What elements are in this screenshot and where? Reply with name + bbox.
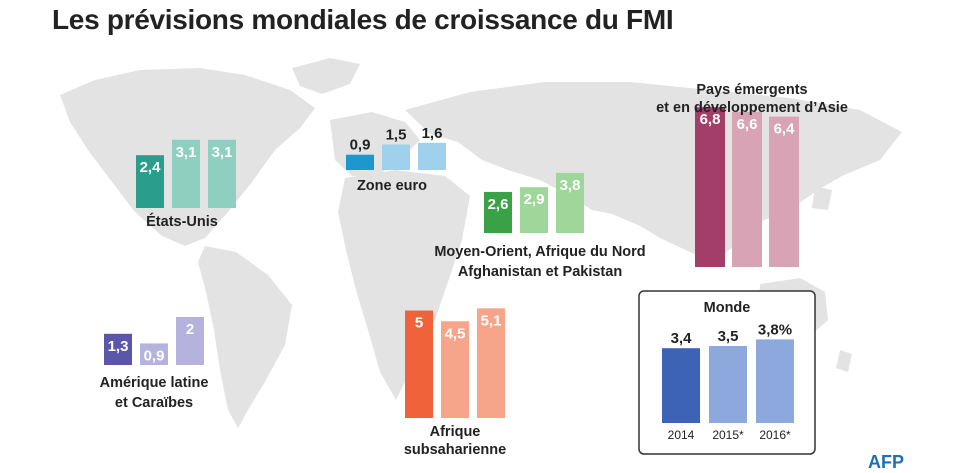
value-label-amerique-latine-1: 1,3 bbox=[108, 338, 129, 355]
bar-zone-euro-2 bbox=[382, 144, 410, 170]
bar-amerique-latine-2 bbox=[140, 343, 168, 365]
bar-zone-euro-3 bbox=[418, 142, 446, 170]
bar-etats-unis-1 bbox=[136, 155, 164, 208]
group-label-etats-unis: États-Unis bbox=[146, 213, 218, 230]
value-label-moyen-orient-3: 3,8 bbox=[560, 177, 581, 194]
value-label-afrique-1: 5 bbox=[415, 315, 423, 332]
value-label-amerique-latine-3: 2 bbox=[186, 321, 194, 338]
bar-asie-2 bbox=[732, 111, 762, 268]
value-label-etats-unis-3: 3,1 bbox=[212, 144, 233, 161]
group-label-afrique-2: subsaharienne bbox=[404, 442, 506, 458]
chart-title: Les prévisions mondiales de croissance d… bbox=[52, 4, 674, 35]
bar-group-zone-euro: 0,9 1,5 1,6 Zone euro bbox=[346, 125, 446, 194]
group-label-monde: Monde bbox=[704, 300, 751, 316]
landmass-2 bbox=[292, 58, 360, 94]
bar-etats-unis-2 bbox=[172, 139, 200, 208]
group-label-asie-1: Pays émergents bbox=[696, 82, 807, 98]
bar-moyen-orient-3 bbox=[556, 172, 584, 233]
bar-monde-3 bbox=[756, 339, 794, 423]
group-label-asie-2: et en développement d’Asie bbox=[656, 100, 848, 116]
bar-asie-3 bbox=[769, 116, 799, 267]
value-label-amerique-latine-2: 0,9 bbox=[144, 347, 165, 364]
bar-moyen-orient-2 bbox=[520, 187, 548, 233]
value-label-asie-3: 6,4 bbox=[774, 121, 796, 138]
tick-label-3: 2016* bbox=[759, 428, 791, 442]
value-label-afrique-3: 5,1 bbox=[481, 312, 502, 329]
group-label-amerique-latine-2: et Caraïbes bbox=[115, 395, 193, 411]
group-label-zone-euro: Zone euro bbox=[357, 178, 427, 194]
afp-logo: AFP bbox=[868, 452, 904, 472]
value-label-zone-euro-1: 0,9 bbox=[350, 137, 371, 154]
bar-monde-1 bbox=[662, 348, 700, 423]
bar-moyen-orient-1 bbox=[484, 191, 512, 233]
bar-group-moyen-orient: 2,6 2,9 3,8 Moyen-Orient, Afrique du Nord Af… bbox=[434, 172, 646, 280]
group-label-moyen-orient-1: Moyen-Orient, Afrique du Nord bbox=[434, 244, 645, 260]
value-label-afrique-2: 4,5 bbox=[445, 325, 466, 342]
value-label-monde-2: 3,5 bbox=[718, 328, 739, 345]
value-label-monde-1: 3,4 bbox=[671, 330, 693, 347]
bar-afrique-1 bbox=[405, 310, 433, 418]
bar-etats-unis-3 bbox=[208, 139, 236, 208]
bar-afrique-3 bbox=[477, 308, 505, 418]
bar-group-monde: 3,4 2014 3,5 2015* 3,8% 2016* Monde bbox=[662, 300, 794, 442]
value-label-moyen-orient-2: 2,9 bbox=[524, 191, 545, 208]
tick-label-2: 2015* bbox=[712, 428, 744, 442]
landmass-3 bbox=[198, 246, 292, 428]
bar-zone-euro-1 bbox=[346, 154, 374, 170]
value-label-zone-euro-2: 1,5 bbox=[386, 127, 407, 144]
bar-group-amerique-latine: 1,3 0,9 2 Amérique latine et Caraïbes bbox=[100, 317, 209, 411]
group-label-afrique-1: Afrique bbox=[430, 424, 481, 440]
value-label-asie-2: 6,6 bbox=[737, 116, 758, 133]
bar-asie-1 bbox=[695, 107, 725, 267]
group-label-amerique-latine-1: Amérique latine bbox=[100, 375, 209, 391]
landmass-5 bbox=[338, 170, 470, 400]
value-label-zone-euro-3: 1,6 bbox=[422, 125, 443, 142]
group-label-moyen-orient-2: Afghanistan et Pakistan bbox=[458, 264, 622, 280]
value-label-asie-1: 6,8 bbox=[700, 111, 721, 128]
value-label-moyen-orient-1: 2,6 bbox=[488, 196, 509, 213]
landmass-9 bbox=[836, 350, 852, 372]
value-label-etats-unis-1: 2,4 bbox=[140, 159, 162, 176]
bar-group-etats-unis: 2,4 3,1 3,1 États-Unis bbox=[136, 139, 236, 230]
bar-monde-2 bbox=[709, 346, 747, 423]
bar-group-asie: 6,8 6,6 6,4 Pays émergents et en développeme… bbox=[656, 82, 848, 268]
bar-amerique-latine-1 bbox=[104, 333, 132, 365]
value-label-monde-3: 3,8% bbox=[758, 321, 792, 338]
bar-group-afrique: 5 4,5 5,1 Afrique subsaharienne bbox=[404, 308, 506, 458]
bar-amerique-latine-3 bbox=[176, 317, 204, 365]
bar-afrique-2 bbox=[441, 321, 469, 418]
bar-groups: 2,4 3,1 3,1 États-Unis 0,9 1,5 1,6 Zone euro 2,6… bbox=[100, 82, 848, 458]
tick-label-1: 2014 bbox=[668, 428, 695, 442]
value-label-etats-unis-2: 3,1 bbox=[176, 144, 197, 161]
landmass-7 bbox=[812, 186, 832, 210]
